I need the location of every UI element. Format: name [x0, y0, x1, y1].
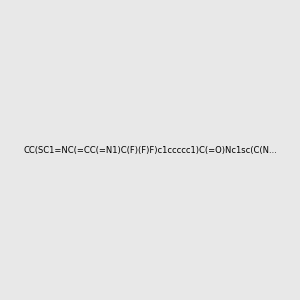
Text: CC(SC1=NC(=CC(=N1)C(F)(F)F)c1ccccc1)C(=O)Nc1sc(C(N...: CC(SC1=NC(=CC(=N1)C(F)(F)F)c1ccccc1)C(=O… [23, 146, 277, 154]
